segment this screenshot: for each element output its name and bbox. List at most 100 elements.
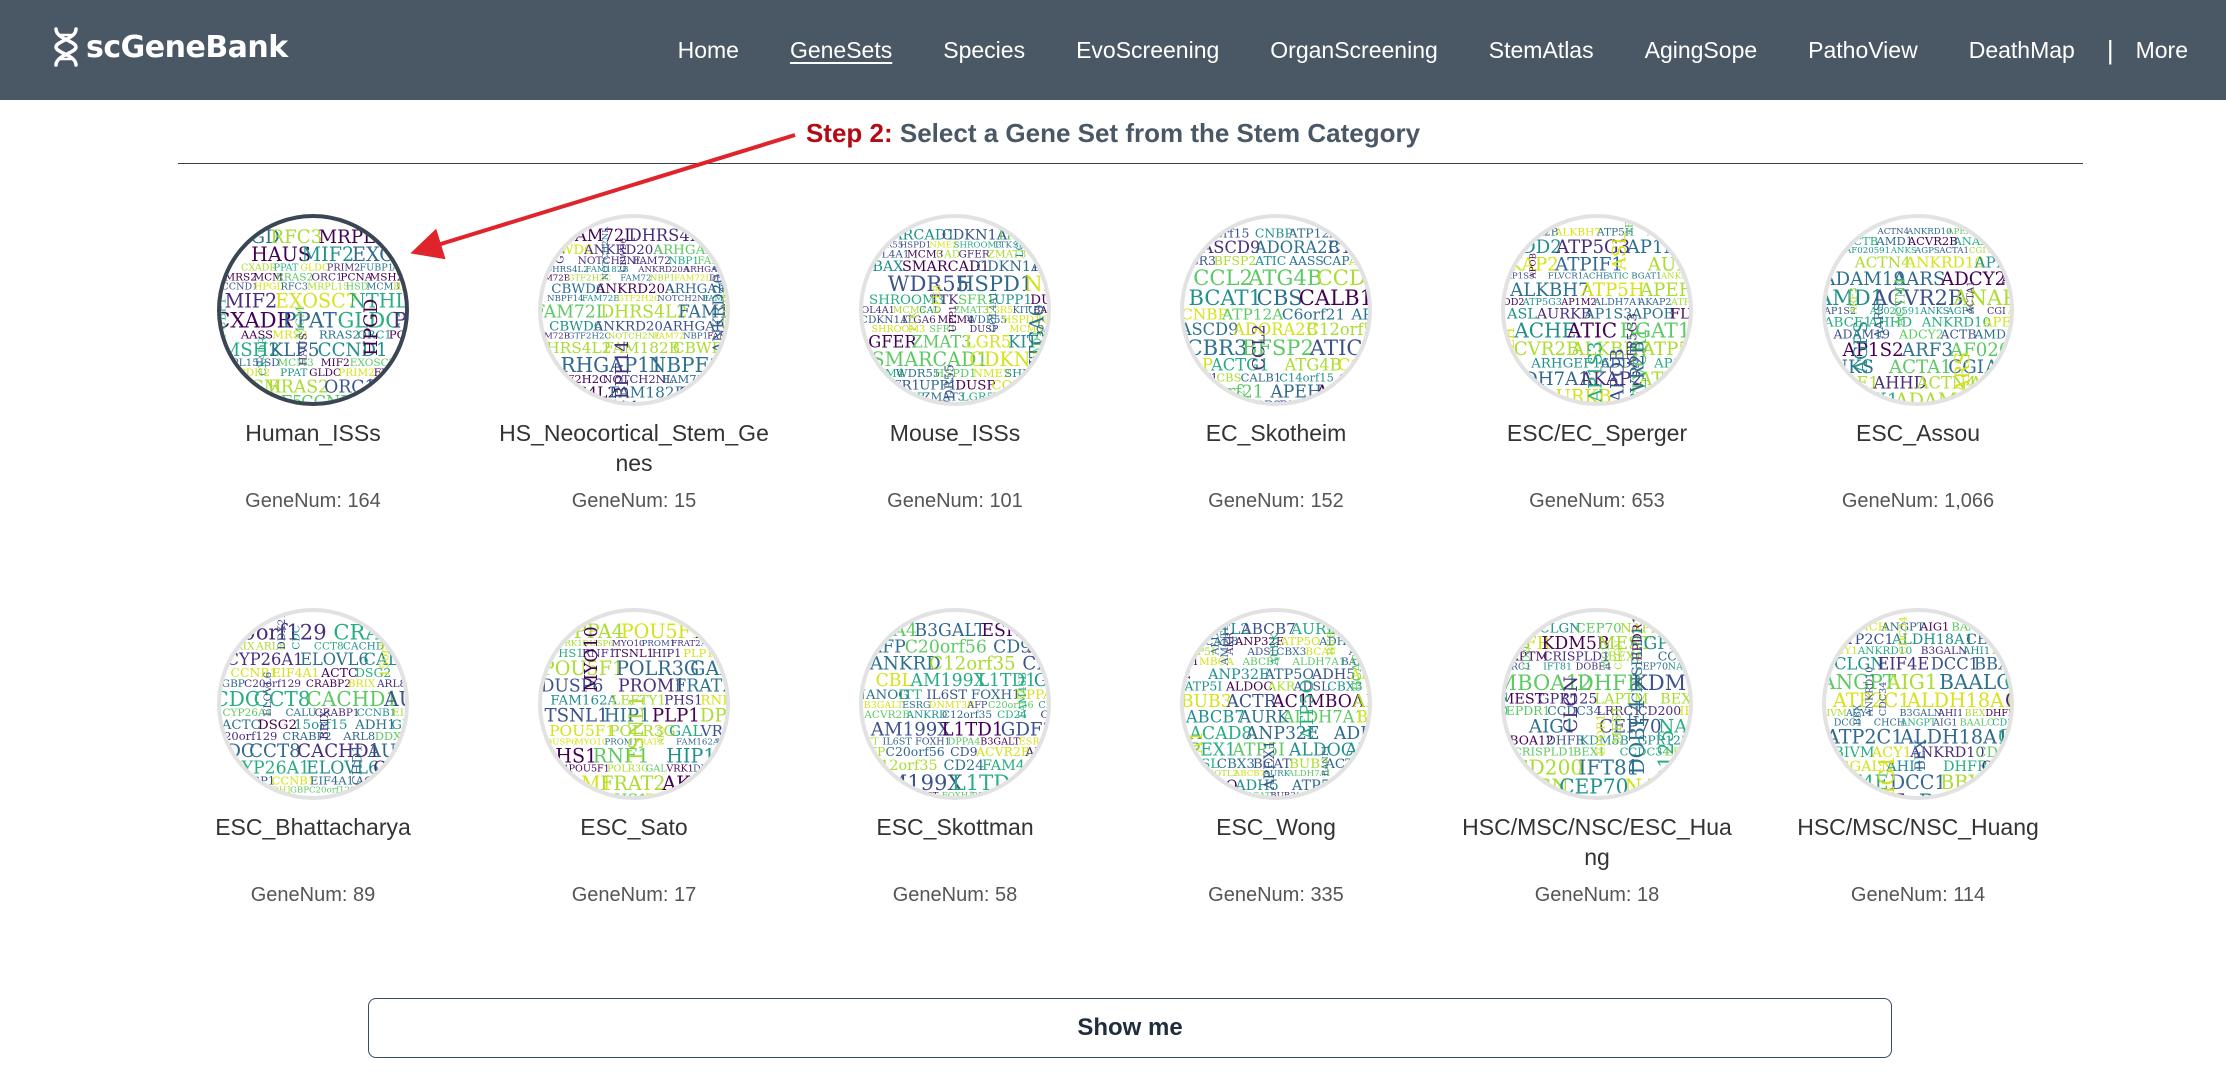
wordcloud-word: FAM162A (720, 639, 726, 649)
wordcloud-word: ALDOC (1338, 778, 1368, 794)
geneset-name[interactable]: ESC_Bhattacharya (168, 812, 458, 842)
geneset-name[interactable]: Mouse_ISSs (810, 418, 1100, 448)
wordcloud-thumbnail[interactable]: C14orf15CNBPATP12AC6orf21APEHASCD9ADORA2… (1180, 214, 1372, 406)
geneset-card[interactable]: BBXCHCHANGPTAIG1BAALCCD200ATP2C1ALDH18A1… (1773, 608, 2063, 938)
nav-item-genesets[interactable]: GeneSets (790, 37, 892, 64)
geneset-card[interactable]: HPGDRFC3MRPL15HSDMCM3HAUSMIF2EXOSC7NTHL1… (168, 214, 458, 544)
geneset-card[interactable]: AIG1CLGNCEP70NAPILMBOA12DHFRKDM5BMESTGPR… (1452, 608, 1742, 938)
geneset-name[interactable]: HSC/MSC/NSC/ESC_Huang (1452, 812, 1742, 872)
wordcloud-word: COL4A1 (991, 379, 1047, 394)
wordcloud-thumbnail[interactable]: NBP1FAM72LDHRS4L2FAM182BCBWD6ANKRD20AARH… (538, 214, 730, 406)
nav-item-deathmap[interactable]: DeathMap (1969, 37, 2075, 64)
gene-count: GeneNum: 653 (1452, 490, 1742, 513)
geneset-name[interactable]: ESC_Sato (489, 812, 779, 842)
wordcloud-word: DHFR (2005, 620, 2010, 654)
wordcloud-word: HSD (389, 227, 405, 248)
wordcloud-word: MBOA12 (1664, 621, 1689, 636)
wordcloud-word: RNF1 (645, 790, 690, 796)
wordcloud-word: IMPDH2 (221, 228, 231, 270)
geneset-name[interactable]: EC_Skotheim (1131, 418, 1421, 448)
nav-item-agingsope[interactable]: AgingSope (1645, 37, 1758, 64)
geneset-card[interactable]: DPPA4B3GALTESRGDNMT3BAFPC20orf56CD9ACVR2… (810, 608, 1100, 938)
nav-item-organscreening[interactable]: OrganScreening (1270, 37, 1438, 64)
wordcloud-word: BBX (1852, 704, 1863, 725)
nav-item-pathoview[interactable]: PathoView (1808, 37, 1918, 64)
geneset-card[interactable]: AMOTL2ABCB7AURKALDH7A1BANF1ACAD8ANP32EAT… (1131, 608, 1421, 938)
wordcloud-word: ACHE (1667, 386, 1689, 402)
geneset-card[interactable]: NBP1FAM72LDHRS4L2FAM182BCBWD6ANKRD20AARH… (489, 214, 779, 544)
step-divider (178, 163, 2083, 164)
nav-item-species[interactable]: Species (943, 37, 1025, 64)
wordcloud-word: AP1S2 (1991, 234, 2010, 248)
wordcloud-word: CLGN (1982, 759, 2010, 775)
wordcloud-word: ADH1 (404, 665, 405, 680)
geneset-name[interactable]: ESC_Wong (1131, 812, 1421, 842)
wordcloud-word: ANKRD10 (1865, 667, 1876, 718)
wordcloud-word: DDX21 (276, 612, 288, 650)
wordcloud-thumbnail[interactable]: PLP1DPPA4POU5F1POLR3GGALVRK1DUSP6MYO10PR… (538, 608, 730, 800)
wordcloud-thumbnail[interactable]: AMOTL2ABCB7AURKALDH7A1BANF1ACAD8ANP32EAT… (1180, 608, 1372, 800)
wordcloud-word: MSH2 (221, 393, 267, 402)
gene-count: GeneNum: 335 (1131, 884, 1421, 907)
wordcloud-word: AMOTL2 (1219, 617, 1231, 666)
nav-item-more[interactable]: More (2136, 37, 2188, 64)
brand-logo[interactable]: scGeneBank (52, 24, 288, 70)
wordcloud-word: CDC34 (1878, 682, 1889, 717)
geneset-card[interactable]: PLP1DPPA4POU5F1POLR3GGALVRK1DUSP6MYO10PR… (489, 608, 779, 938)
geneset-card[interactable]: SMARCAD1CDKN1AITGA6MCM4WDR55HSPD1NME2SHR… (810, 214, 1100, 544)
geneset-name[interactable]: ESC/EC_Sperger (1452, 418, 1742, 448)
wordcloud-word: APEH (1505, 328, 1518, 369)
geneset-card[interactable]: ACVR2BALKBH7ATP5HAPEHARHGEF16ADD2ATP5G3A… (1452, 214, 1742, 544)
wordcloud-word: MCM4 (1046, 227, 1047, 243)
wordcloud-word: ARF3 (1826, 246, 1845, 256)
geneset-card[interactable]: C20orf129CRABP2BRIXARL8DDX21CDCCCT8CACHD… (168, 608, 458, 938)
geneset-name[interactable]: HS_Neocortical_Stem_Genes (489, 418, 779, 478)
wordcloud-word: CCT8 (325, 794, 363, 796)
geneset-name[interactable]: ESC_Assou (1773, 418, 2063, 448)
wordcloud-word: ALDH7A1 (1685, 237, 1689, 258)
wordcloud-word: DNMT3B (1045, 736, 1047, 747)
wordcloud-word: ACVR2B (1628, 341, 1649, 402)
wordcloud: DPPA4B3GALTESRGDNMT3BAFPC20orf56CD9ACVR2… (863, 612, 1047, 796)
wordcloud-thumbnail[interactable]: ACVR2BALKBH7ATP5HAPEHARHGEF16ADD2ATP5G3A… (1501, 214, 1693, 406)
wordcloud-thumbnail[interactable]: BBXCHCHANGPTAIG1BAALCCD200ATP2C1ALDH18A1… (1822, 608, 2014, 800)
nav-item-home[interactable]: Home (678, 37, 739, 64)
wordcloud-word: CCL2 (1249, 324, 1268, 370)
wordcloud-word: MCM4 (863, 219, 868, 292)
wordcloud-word: ACTN4 (1893, 278, 1908, 328)
wordcloud-word: LGR5 (961, 389, 994, 402)
wordcloud-word: CRABP1 (226, 773, 275, 787)
geneset-card[interactable]: ABCE1AHHDACTN4ANKRD10APEX1ADAM19AARSADCY… (1773, 214, 2063, 544)
wordcloud-word: AHHD (1826, 218, 1839, 269)
wordcloud-thumbnail[interactable]: HPGDRFC3MRPL15HSDMCM3HAUSMIF2EXOSC7NTHL1… (217, 214, 409, 406)
geneset-card[interactable]: C14orf15CNBPATP12AC6orf21APEHASCD9ADORA2… (1131, 214, 1421, 544)
nav-item-evoscreening[interactable]: EvoScreening (1076, 37, 1219, 64)
wordcloud-word: GFER (932, 284, 943, 313)
geneset-name[interactable]: ESC_Skottman (810, 812, 1100, 842)
geneset-name[interactable]: Human_ISSs (168, 418, 458, 448)
wordcloud-word: MEST (1620, 794, 1683, 796)
wordcloud-word: ANKRD10 (1969, 374, 2010, 393)
step-text: Select a Gene Set from the Stem Category (900, 118, 1420, 148)
wordcloud-thumbnail[interactable]: DPPA4B3GALTESRGDNMT3BAFPC20orf56CD9ACVR2… (859, 608, 1051, 800)
wordcloud-word: ANKS6 (1684, 319, 1689, 343)
wordcloud-thumbnail[interactable]: SMARCAD1CDKN1AITGA6MCM4WDR55HSPD1NME2SHR… (859, 214, 1051, 406)
wordcloud-word: ANKRD20A (709, 262, 726, 354)
wordcloud-word: WDR55 (941, 364, 956, 402)
nav-item-stematlas[interactable]: StemAtlas (1489, 37, 1594, 64)
wordcloud-word: FUBP1 (374, 367, 405, 379)
geneset-name[interactable]: HSC/MSC/NSC_Huang (1773, 812, 2063, 842)
show-me-button[interactable]: Show me (368, 998, 1892, 1058)
wordcloud-word: GTF2H2C (554, 218, 566, 264)
wordcloud-word: MBOA (1338, 791, 1367, 796)
wordcloud-word: BBX (1826, 620, 1852, 634)
wordcloud-word: ITT (893, 791, 908, 796)
wordcloud-thumbnail[interactable]: ABCE1AHHDACTN4ANKRD10APEX1ADAM19AARSADCY… (1822, 214, 2014, 406)
nav-separator: | (2107, 35, 2114, 66)
wordcloud-word: AASS (1353, 398, 1368, 402)
wordcloud-thumbnail[interactable]: C20orf129CRABP2BRIXARL8DDX21CDCCCT8CACHD… (217, 608, 409, 800)
wordcloud-word: AIG1 (1874, 755, 1899, 796)
wordcloud-word: BUB3 (1270, 791, 1295, 796)
wordcloud-word: AHHD (1858, 218, 1868, 235)
wordcloud-thumbnail[interactable]: AIG1CLGNCEP70NAPILMBOA12DHFRKDM5BMESTGPR… (1501, 608, 1693, 800)
